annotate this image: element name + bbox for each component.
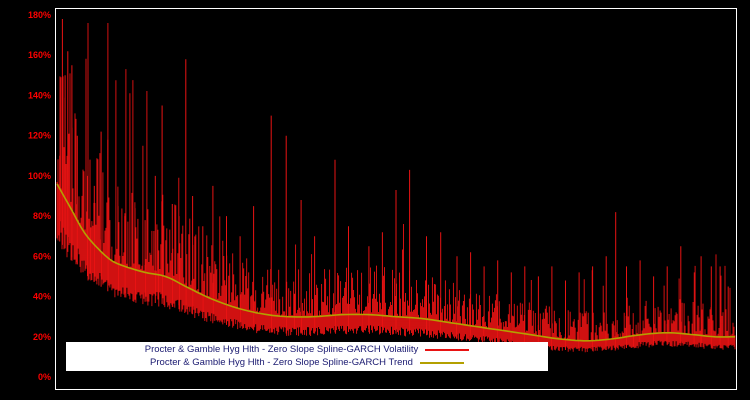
legend-line-volatility-icon (425, 349, 470, 351)
trend-series (56, 183, 735, 342)
volatility-spikes (59, 19, 729, 351)
legend-line-trend-icon (419, 362, 464, 364)
y-tick-label: 0% (38, 372, 51, 382)
legend-item-trend: Procter & Gamble Hyg Hlth - Zero Slope S… (70, 357, 544, 369)
y-tick-label: 20% (33, 332, 51, 342)
plot-frame (55, 8, 737, 390)
legend: Procter & Gamble Hyg Hlth - Zero Slope S… (66, 342, 548, 371)
y-tick-label: 140% (28, 90, 51, 100)
legend-label-trend: Procter & Gamble Hyg Hlth - Zero Slope S… (150, 357, 413, 368)
y-tick-label: 100% (28, 171, 51, 181)
y-tick-label: 80% (33, 211, 51, 221)
y-tick-label: 180% (28, 10, 51, 20)
y-tick-label: 60% (33, 251, 51, 261)
y-tick-label: 120% (28, 131, 51, 141)
y-tick-label: 40% (33, 292, 51, 302)
legend-item-volatility: Procter & Gamble Hyg Hlth - Zero Slope S… (70, 344, 544, 356)
legend-label-volatility: Procter & Gamble Hyg Hlth - Zero Slope S… (144, 344, 419, 355)
y-tick-label: 160% (28, 50, 51, 60)
